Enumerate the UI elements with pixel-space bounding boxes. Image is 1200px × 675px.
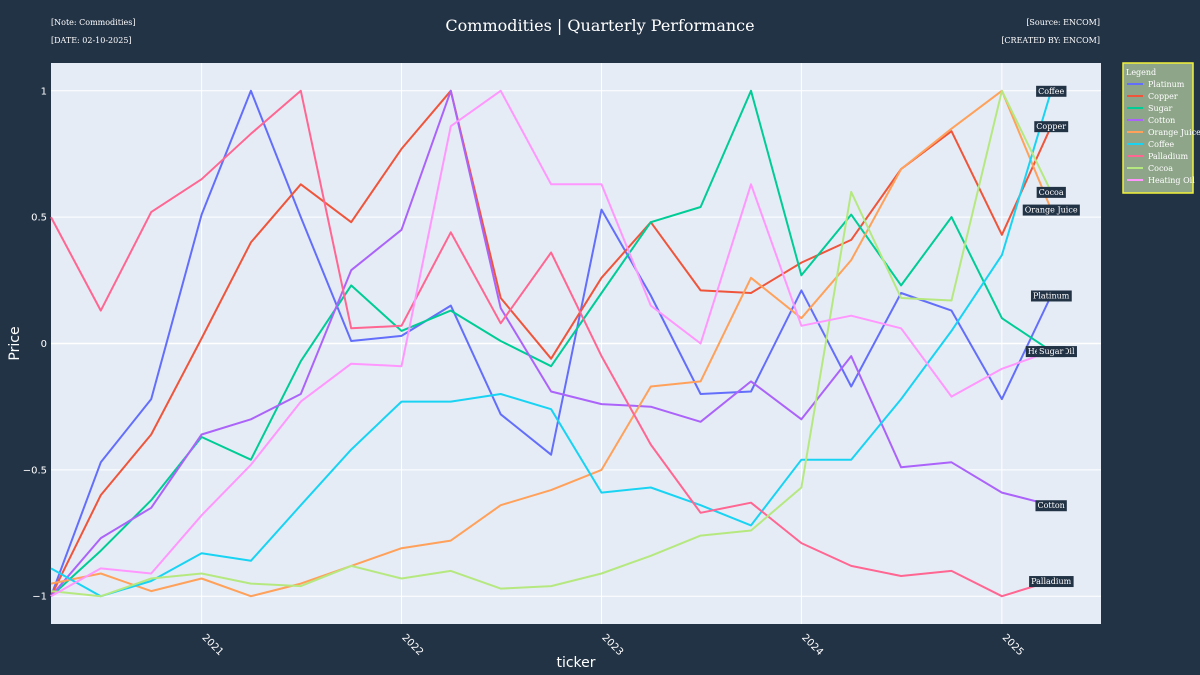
y-tick-label: −1 <box>32 592 47 603</box>
end-label-cocoa: Cocoa <box>1036 186 1066 198</box>
series-line-copper <box>50 89 1053 597</box>
end-label-box <box>1022 204 1080 216</box>
end-label-box <box>1036 346 1066 358</box>
end-label-text: Coffee <box>1038 87 1064 96</box>
legend-item-sugar[interactable]: Sugar <box>1127 104 1173 113</box>
end-label-text: Sugar <box>1039 347 1064 356</box>
x-tick-label: 2021 <box>200 632 226 658</box>
x-axis-title: ticker <box>556 655 595 671</box>
y-tick-label: −0.5 <box>23 465 47 476</box>
legend-label: Coffee <box>1148 140 1174 149</box>
end-label-box <box>1030 290 1072 302</box>
series-line-cotton <box>50 89 1052 597</box>
end-label-box <box>1034 121 1069 133</box>
legend-label: Orange Juice <box>1148 128 1200 137</box>
legend[interactable]: Legend Platinum Copper Sugar Cotton Orange Ju… <box>1122 62 1200 194</box>
end-label-palladium: Palladium <box>1029 576 1074 588</box>
chart-title: Commodities | Quarterly Performance <box>445 16 755 35</box>
end-label-coffee: Coffee <box>1036 85 1067 97</box>
series-lines <box>50 89 1053 598</box>
legend-item-platinum[interactable]: Platinum <box>1127 80 1185 89</box>
end-label-box <box>1036 85 1067 97</box>
end-label-orange-juice: Orange Juice <box>1022 204 1080 216</box>
end-label-text: Orange Juice <box>1025 206 1078 215</box>
y-axis-title: Price <box>7 326 23 360</box>
series-line-orange-juice <box>50 89 1053 598</box>
x-tick-label: 2025 <box>1000 632 1026 658</box>
legend-label: Heating Oil <box>1148 176 1195 185</box>
legend-item-heating-oil[interactable]: Heating Oil <box>1127 176 1195 185</box>
x-tick-label: 2023 <box>599 632 625 658</box>
legend-item-orange-juice[interactable]: Orange Juice <box>1127 128 1200 137</box>
legend-item-coffee[interactable]: Coffee <box>1127 140 1174 149</box>
end-label-cotton: Cotton <box>1035 500 1067 512</box>
y-tick-label: 0.5 <box>31 213 47 224</box>
legend-label: Palladium <box>1148 152 1189 161</box>
end-label-copper: Copper <box>1034 121 1069 133</box>
legend-item-cocoa[interactable]: Cocoa <box>1127 164 1173 173</box>
series-line-coffee <box>50 90 1053 598</box>
header-created-by: [CREATED BY: ENCOM] <box>1001 36 1100 45</box>
grid <box>51 63 1101 624</box>
end-label-text: Platinum <box>1033 291 1070 300</box>
end-label-text: Palladium <box>1031 577 1072 586</box>
y-tick-label: 1 <box>41 86 47 97</box>
end-label-box <box>1035 500 1067 512</box>
legend-item-cotton[interactable]: Cotton <box>1127 116 1175 125</box>
legend-label: Sugar <box>1148 104 1173 113</box>
legend-label: Copper <box>1148 92 1178 101</box>
end-label-text: Cotton <box>1037 501 1064 510</box>
x-tick-label: 2024 <box>799 632 825 658</box>
series-line-cocoa <box>50 89 1053 598</box>
end-label-sugar: Sugar <box>1036 346 1066 358</box>
end-label-box <box>1029 576 1074 588</box>
y-tick-label: 0 <box>41 339 47 350</box>
legend-label: Cotton <box>1148 116 1175 125</box>
header-note: [Note: Commodities] <box>51 18 136 27</box>
legend-label: Cocoa <box>1148 164 1173 173</box>
end-label-text: Copper <box>1036 122 1066 131</box>
header-source: [Source: ENCOM] <box>1026 18 1100 27</box>
end-label-platinum: Platinum <box>1030 290 1072 302</box>
legend-title: Legend <box>1126 68 1156 77</box>
header-date: [DATE: 02-10-2025] <box>51 36 132 45</box>
x-tick-label: 2022 <box>399 632 425 658</box>
y-axis-ticks: −1 −0.5 0 0.5 1 <box>23 86 47 602</box>
legend-item-palladium[interactable]: Palladium <box>1127 152 1189 161</box>
x-axis-ticks: 2021 2022 2023 2024 2025 <box>200 632 1026 658</box>
end-label-text: Cocoa <box>1039 188 1064 197</box>
series-line-heating-oil <box>50 89 1052 598</box>
series-line-palladium <box>50 89 1052 598</box>
end-label-box <box>1036 186 1066 198</box>
legend-item-copper[interactable]: Copper <box>1127 92 1178 101</box>
legend-label: Platinum <box>1148 80 1185 89</box>
